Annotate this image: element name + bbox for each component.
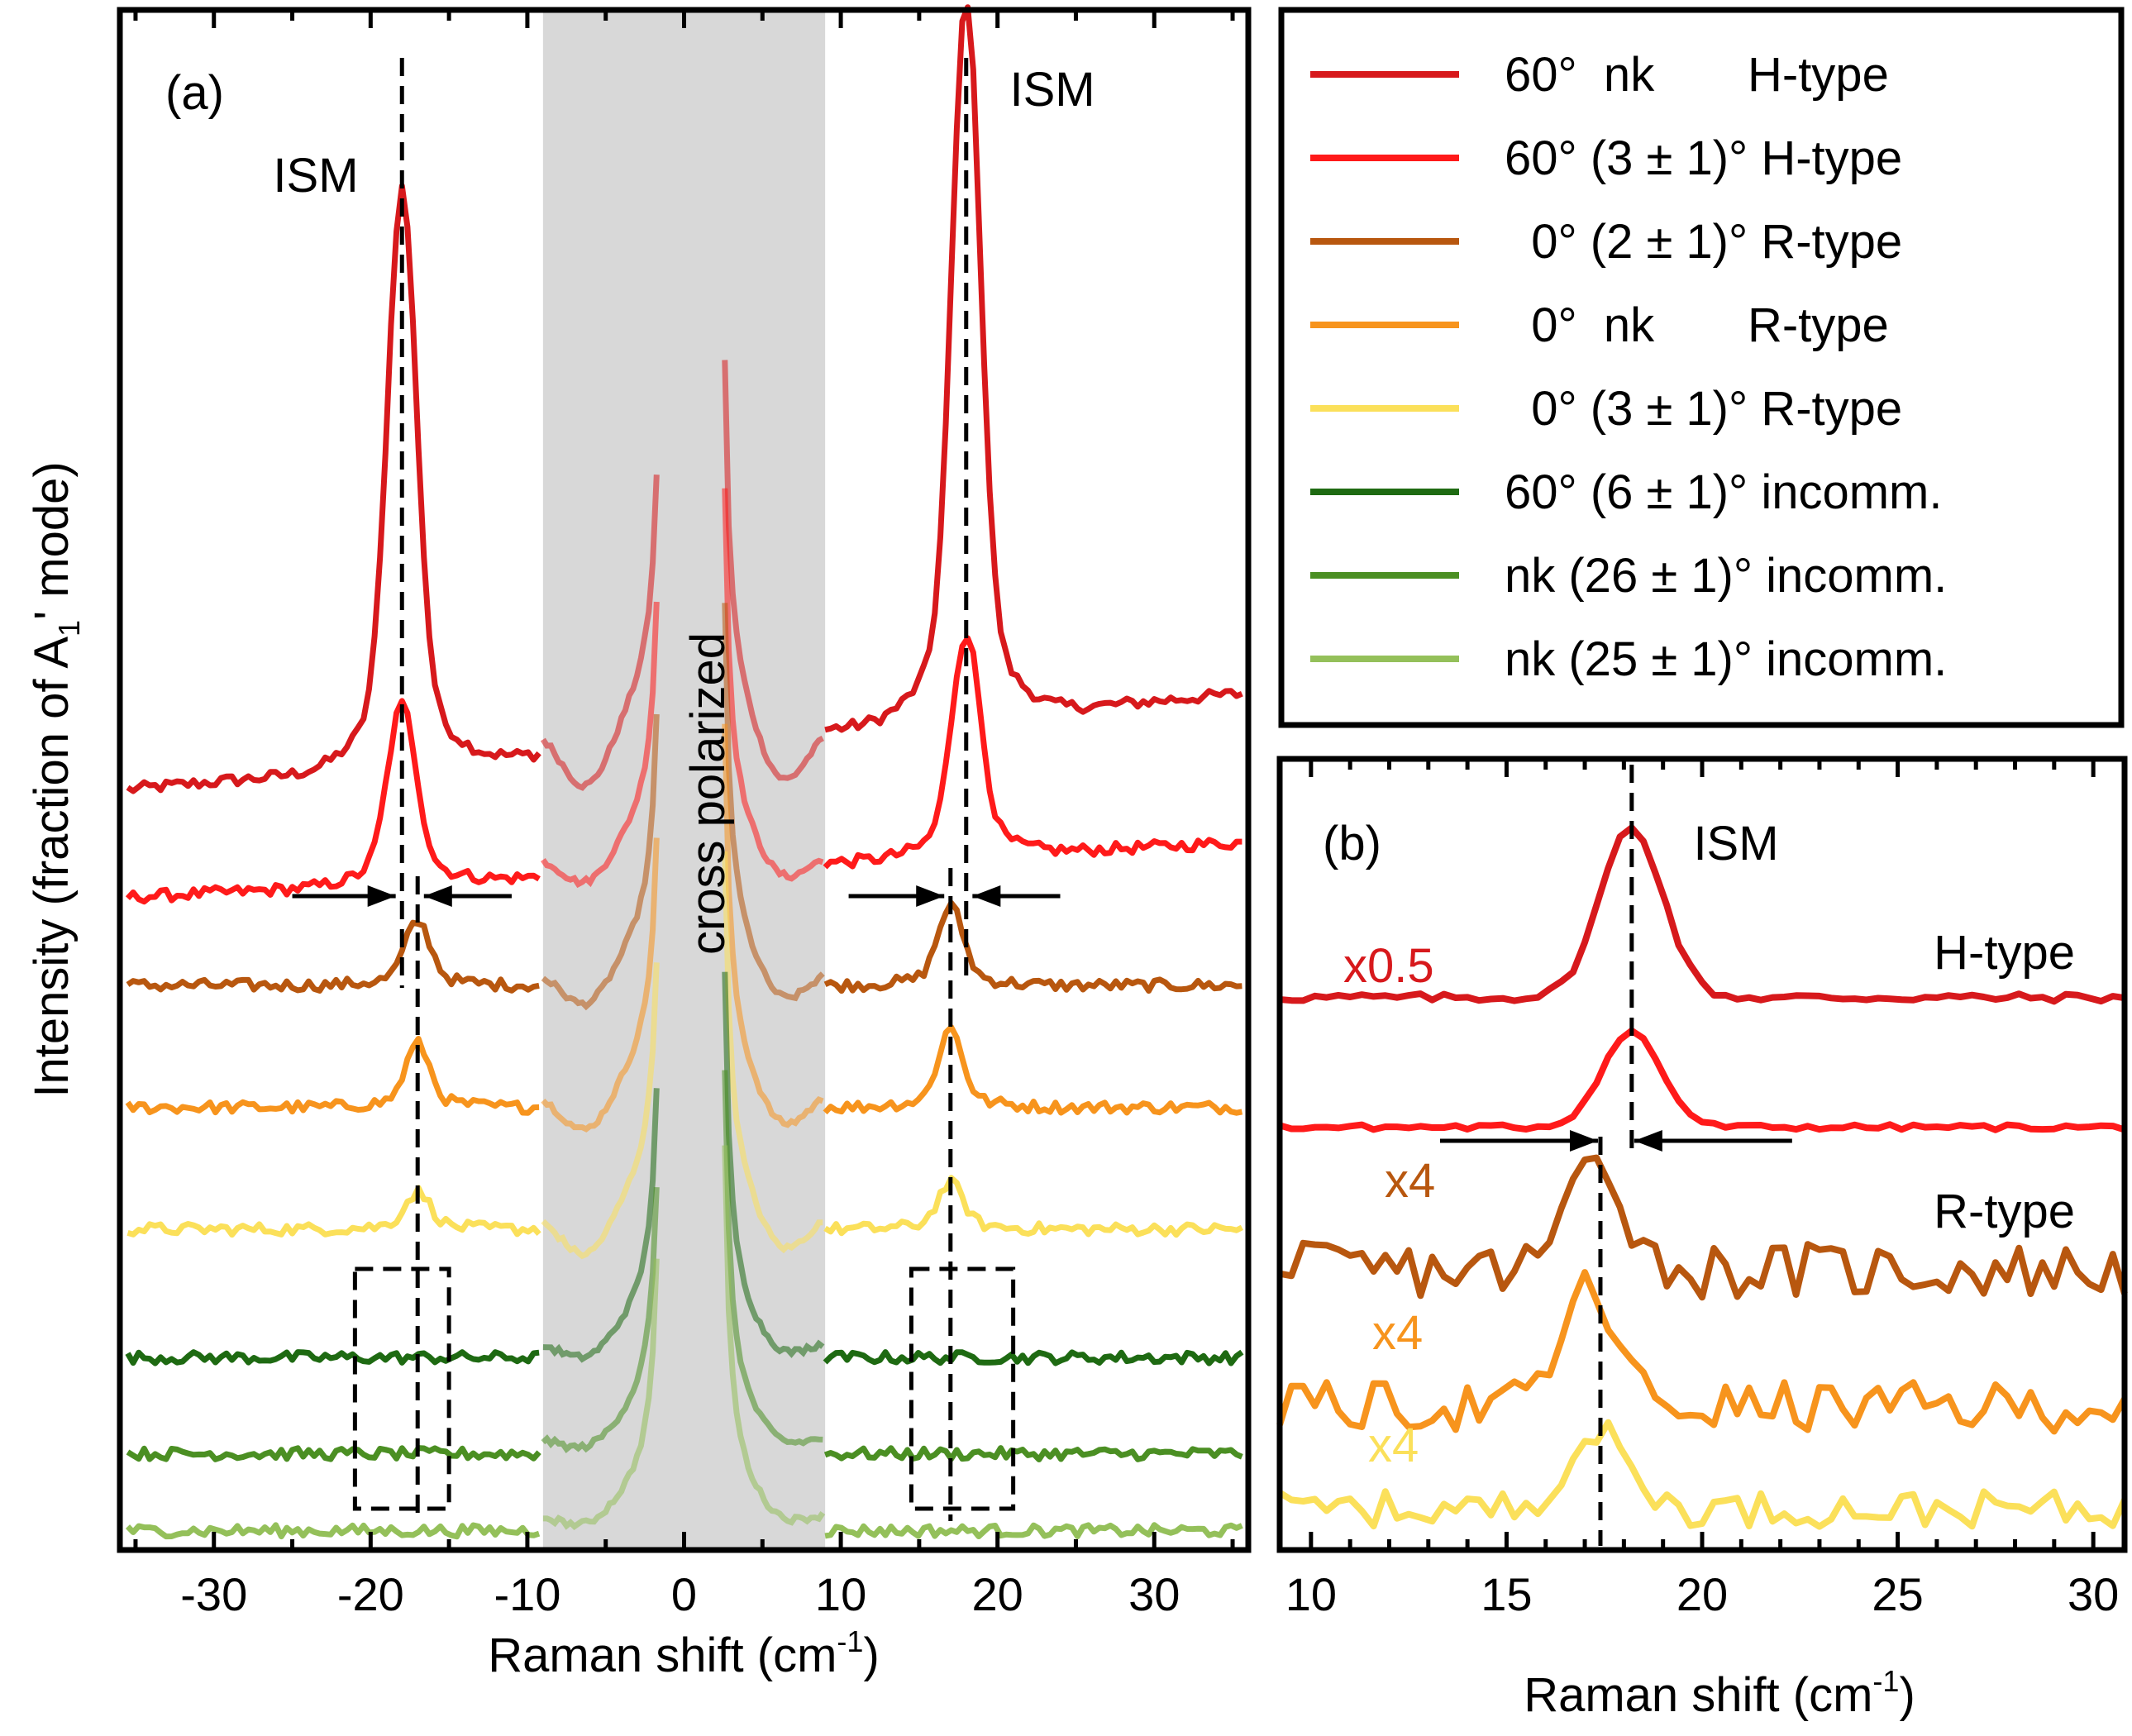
series-line-left (126, 1445, 541, 1462)
series-line-inner (541, 713, 660, 1011)
x-tick-label: 10 (815, 1568, 866, 1620)
fwhm-arrow-head (972, 885, 1001, 907)
panel-a-letter: (a) (165, 66, 224, 120)
series-line-right (824, 4, 1243, 733)
series-line-inner (722, 603, 825, 1002)
x-tick-label: 10 (1285, 1568, 1337, 1620)
x-tick-label: 30 (1128, 1568, 1180, 1620)
series-line (1278, 1027, 2126, 1133)
series-line-inner (541, 837, 660, 1133)
series-line (1276, 1269, 2128, 1435)
series-line-inner (722, 1145, 826, 1526)
series-line-left (125, 1522, 541, 1540)
fwhm-arrow-head (916, 885, 945, 907)
series-line (1279, 1154, 2128, 1301)
series-line-right (823, 1445, 1243, 1462)
panel-a-ticks: -30 -20 -10 0 10 20 30 (133, 10, 1235, 1620)
r-type-label: R-type (1934, 1185, 2075, 1238)
series-line-inner (722, 1070, 823, 1447)
legend-label: 60° (3 ± 1)° H-type (1505, 131, 1902, 185)
ism-label-left: ISM (273, 149, 358, 203)
x-tick-label: 20 (972, 1568, 1023, 1620)
series-line-left (125, 1349, 540, 1366)
series-line-left (125, 1036, 540, 1116)
legend-label: 60° (6 ± 1)° incomm. (1505, 465, 1942, 519)
fwhm-arrow-head (423, 885, 452, 907)
legend-label: nk (25 ± 1)° incomm. (1505, 632, 1947, 686)
series-line-inner (722, 488, 824, 882)
series-line-inner (541, 601, 660, 889)
x-tick-label: -20 (337, 1568, 404, 1620)
series-line-right (823, 635, 1242, 870)
panel-a-xlabel: Raman shift (cm-1) (488, 1624, 880, 1682)
legend-label: 60° nk H-type (1505, 48, 1889, 102)
legend-label: 0° (2 ± 1)° R-type (1505, 215, 1902, 269)
fwhm-arrow-head (367, 885, 396, 907)
x-tick-label: 25 (1872, 1568, 1923, 1620)
series-line-right (823, 1175, 1244, 1238)
legend-label: 0° (3 ± 1)° R-type (1505, 382, 1902, 436)
x-tick-label: 0 (671, 1568, 697, 1620)
series-line-inner (542, 1088, 660, 1363)
ism-label: ISM (1693, 817, 1778, 870)
x-tick-label: -10 (494, 1568, 560, 1620)
series-line-inner (542, 1258, 660, 1531)
panel-b-series (1276, 824, 2128, 1530)
scale-factor-label: x0.5 (1343, 939, 1434, 993)
x-tick-label: 15 (1481, 1568, 1532, 1620)
panel-a-ylabel: Intensity (fraction of A1' mode) (25, 461, 86, 1097)
fwhm-arrow-head (1569, 1130, 1598, 1152)
dashed-box (352, 1266, 451, 1511)
series-line-left (125, 698, 541, 905)
series-line-right (823, 899, 1242, 994)
panel-a-annotations: ISM ISM cross polarized (273, 58, 1095, 1521)
series-line-left (126, 1185, 541, 1238)
legend: 60° nk H-type 60° (3 ± 1)° H-type 0° (2 ±… (1278, 7, 2125, 728)
series-line (1279, 824, 2125, 1005)
series-line (1277, 1419, 2128, 1530)
legend-frame (1278, 7, 2125, 728)
series-line-right (823, 1349, 1244, 1366)
series-line-inner (541, 1186, 660, 1453)
h-type-label: H-type (1934, 926, 2075, 980)
panel-b-annotations: ISM H-type R-type x0.5 x4 x4 x4 (1343, 765, 2075, 1546)
series-line-inner (722, 971, 825, 1358)
series-line-left (126, 183, 541, 794)
series-line-inner (722, 851, 823, 1254)
dashed-box (909, 1266, 1016, 1511)
series-line-inner (722, 360, 824, 781)
legend-items: 60° nk H-type 60° (3 ± 1)° H-type 0° (2 ±… (1310, 48, 1947, 686)
series-line-left (126, 919, 540, 994)
series-line-inner (722, 723, 824, 1128)
scale-factor-label: x4 (1368, 1419, 1419, 1472)
x-tick-label: 20 (1677, 1568, 1728, 1620)
series-line-inner (540, 475, 660, 791)
panel-a-series (125, 4, 1244, 1540)
x-tick-label: -30 (180, 1568, 247, 1620)
cross-polarized-label: cross polarized (681, 632, 735, 955)
series-line-inner (541, 962, 660, 1260)
panel-b: ISM H-type R-type x0.5 x4 x4 x4 10 15 20 25 30 (b)… (1276, 756, 2128, 1722)
fwhm-arrow-head (1634, 1130, 1662, 1152)
scale-factor-label: x4 (1385, 1154, 1435, 1208)
legend-label: 0° nk R-type (1505, 298, 1889, 352)
series-line-right (823, 1024, 1243, 1116)
legend-label: nk (26 ± 1)° incomm. (1505, 549, 1947, 603)
x-tick-label: 30 (2068, 1568, 2119, 1620)
panel-a: ISM ISM cross polarized -30 -20 -10 0 10 20 30 (… (25, 4, 1252, 1682)
series-line-right (824, 1522, 1243, 1539)
ism-label-right: ISM (1009, 63, 1095, 117)
panel-b-xlabel: Raman shift (cm-1) (1524, 1664, 1915, 1722)
panel-b-letter: (b) (1323, 817, 1381, 870)
scale-factor-label: x4 (1372, 1306, 1423, 1360)
panel-b-ticks: 10 15 20 25 30 (1285, 759, 2119, 1620)
